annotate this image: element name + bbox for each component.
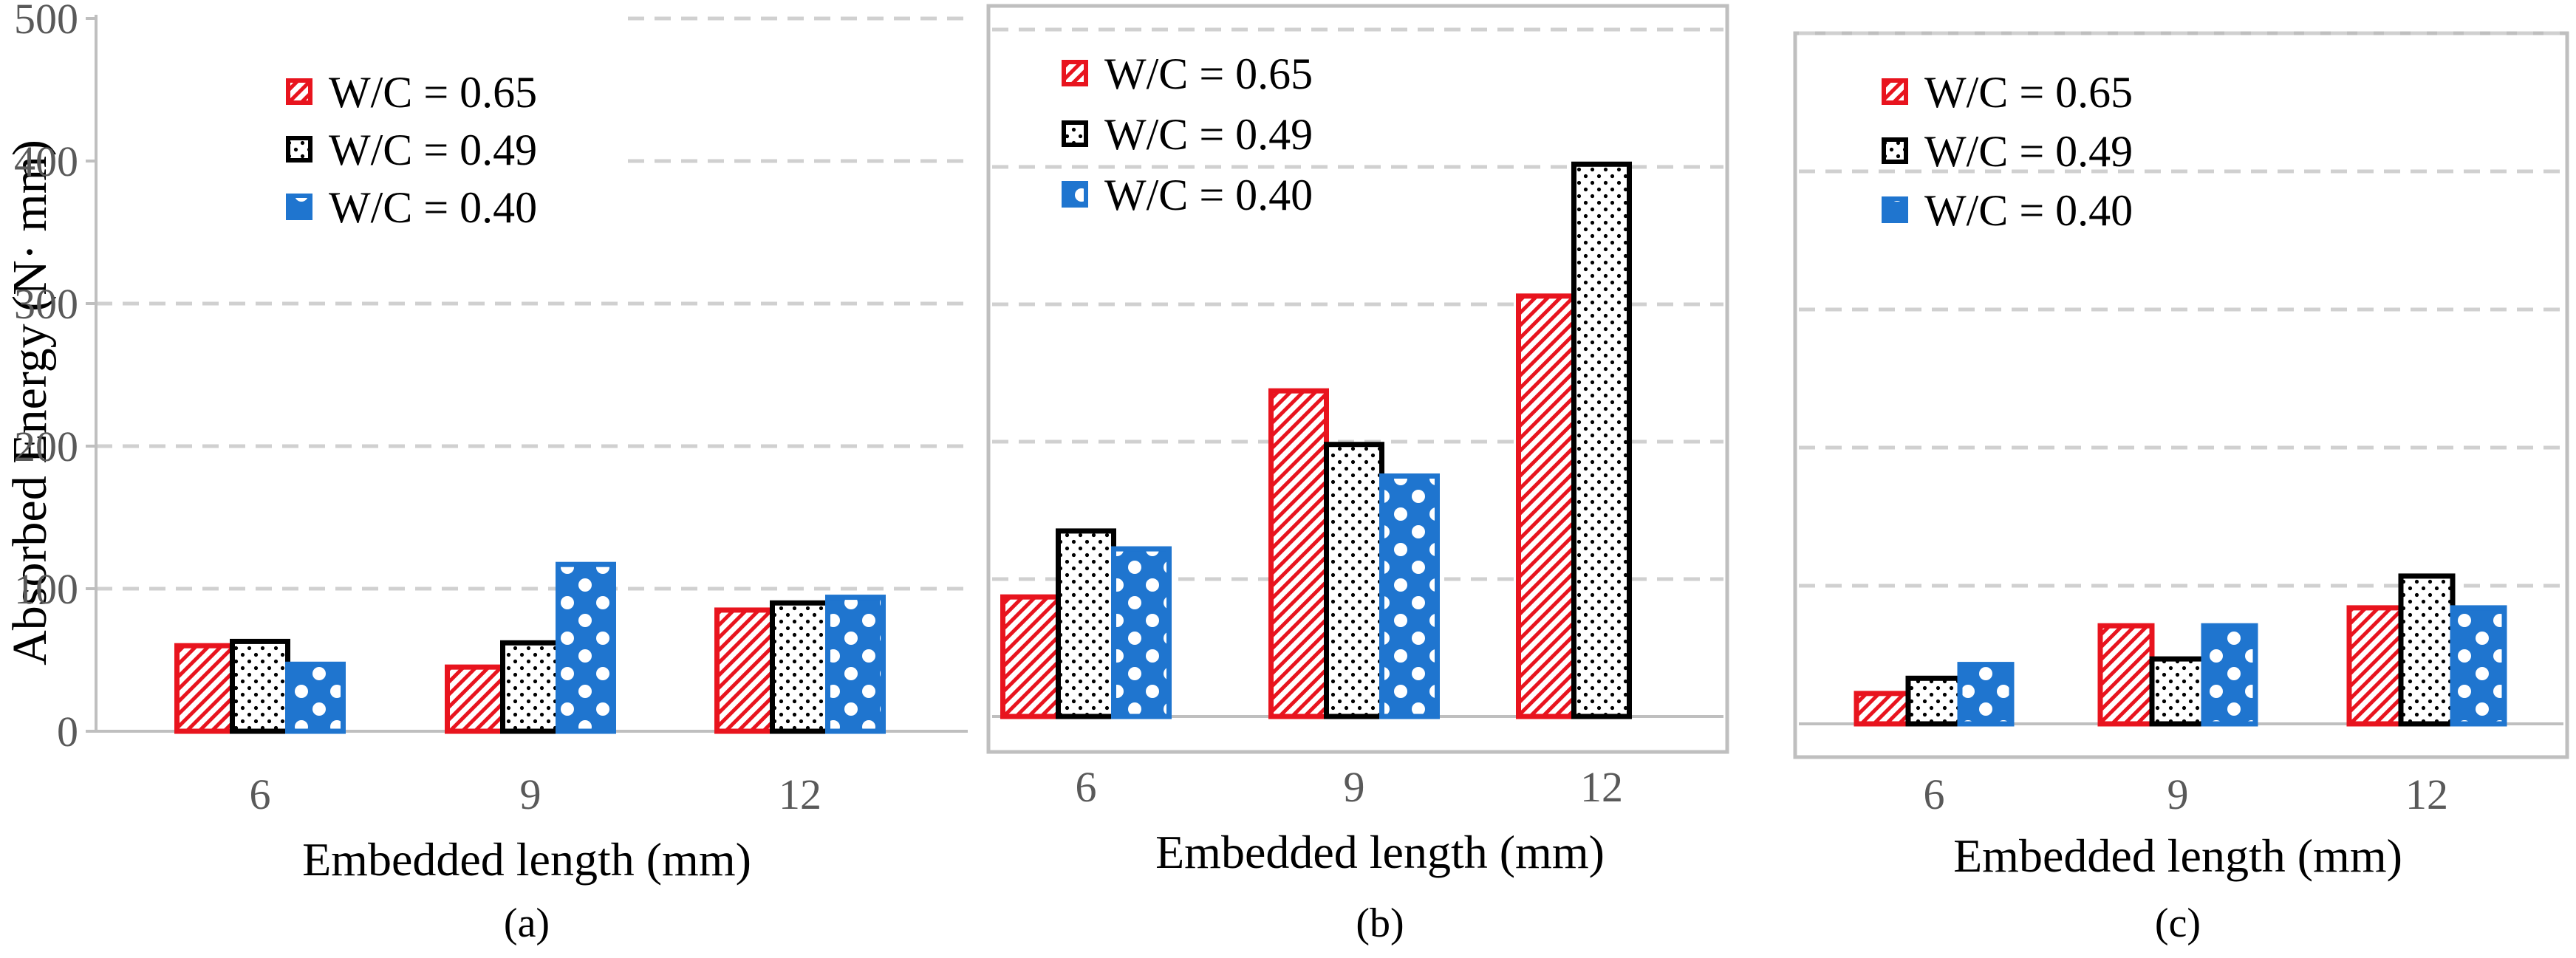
legend-swatch-1 <box>1882 137 1908 164</box>
bar-b-9-s0 <box>1268 388 1329 719</box>
bar-b-6-s2 <box>1111 546 1172 719</box>
legend-swatch-2 <box>286 194 312 220</box>
bar-b-6-s1 <box>1056 528 1116 719</box>
legend-label-0: W/C = 0.65 <box>329 68 537 117</box>
y-tick-label: 0 <box>57 708 78 756</box>
x-tick-label: 9 <box>520 770 541 818</box>
panel-b-legend: W/C = 0.65 W/C = 0.49 W/C = 0.40 <box>1062 49 1313 219</box>
y-tick-label: 400 <box>14 137 78 185</box>
x-tick-label: 12 <box>2405 770 2448 818</box>
legend-label-1: W/C = 0.49 <box>1104 110 1313 159</box>
legend-swatch-1 <box>1062 120 1088 147</box>
panel-b-caption: (b) <box>1356 900 1404 946</box>
legend-swatch-1 <box>286 136 312 162</box>
bar-c-12-s0 <box>2346 605 2404 727</box>
panel-c-legend: W/C = 0.65 W/C = 0.49 W/C = 0.40 <box>1882 68 2133 235</box>
legend-swatch-0 <box>1062 60 1088 86</box>
x-tick-label: 6 <box>250 770 271 818</box>
y-tick-label: 200 <box>14 422 78 471</box>
bar-b-9-s1 <box>1324 442 1384 719</box>
panel-b: 6 9 12 W/C = 0.65 W/C = 0.49 W/C = 0.40 Embe… <box>986 4 1729 946</box>
bar-a-12-s0 <box>714 607 775 734</box>
panel-c-bars <box>1799 573 2563 727</box>
panel-b-frame <box>986 4 1729 754</box>
bar-b-6-s0 <box>1000 594 1061 719</box>
bar-b-9-s2 <box>1379 473 1440 719</box>
bar-c-12-s2 <box>2450 605 2507 727</box>
bar-a-12-s2 <box>825 595 886 734</box>
bar-c-9-s1 <box>2149 656 2207 727</box>
panel-c-caption: (c) <box>2155 900 2201 946</box>
legend-label-2: W/C = 0.40 <box>1924 186 2133 235</box>
x-tick-label: 9 <box>1344 763 1365 811</box>
legend-swatch-0 <box>1882 78 1908 105</box>
panel-c-x-ticks: 6 9 12 <box>1924 770 2449 818</box>
x-tick-label: 6 <box>1076 763 1097 811</box>
legend-label-0: W/C = 0.65 <box>1924 68 2133 117</box>
x-tick-label: 9 <box>2167 770 2189 818</box>
x-tick-label: 6 <box>1924 770 1945 818</box>
legend-label-2: W/C = 0.40 <box>1104 171 1313 219</box>
legend-label-1: W/C = 0.49 <box>1924 127 2133 176</box>
bar-b-12-s0 <box>1516 293 1576 719</box>
panel-b-x-ticks: 6 9 12 <box>1076 763 1624 811</box>
bar-a-6-s2 <box>285 661 346 734</box>
y-tick-label: 300 <box>14 280 78 328</box>
bar-b-12-s1 <box>1571 161 1632 719</box>
y-tick-label: 100 <box>14 565 78 613</box>
y-tick-label: 500 <box>14 0 78 43</box>
panel-a-legend: W/C = 0.65 W/C = 0.49 W/C = 0.40 <box>286 68 537 232</box>
bar-c-6-s2 <box>1957 662 2015 727</box>
bar-a-6-s1 <box>230 638 290 734</box>
panel-b-bars <box>992 161 1723 719</box>
legend-label-1: W/C = 0.49 <box>329 126 537 174</box>
panel-a-x-ticks: 6 9 12 <box>250 770 822 818</box>
bar-c-6-s0 <box>1854 691 1911 727</box>
x-tick-label: 12 <box>1580 763 1623 811</box>
panel-c-gridlines <box>1799 31 2563 588</box>
bar-c-6-s1 <box>1905 675 1963 727</box>
y-axis-label: Absorbed Energy (N· mm) <box>3 140 57 666</box>
bar-c-9-s0 <box>2097 623 2155 727</box>
panel-a-gridlines <box>96 16 968 591</box>
legend-swatch-0 <box>286 78 312 105</box>
bar-c-9-s2 <box>2201 623 2258 727</box>
panel-b-x-axis-label: Embedded length (mm) <box>1155 826 1605 878</box>
panel-c: 6 9 12 W/C = 0.65 W/C = 0.49 W/C = 0.40 Embe… <box>1793 31 2569 946</box>
panel-c-x-axis-label: Embedded length (mm) <box>1953 829 2402 882</box>
legend-label-0: W/C = 0.65 <box>1104 49 1313 98</box>
bar-c-12-s1 <box>2398 573 2456 727</box>
legend-swatch-2 <box>1062 181 1088 208</box>
panel-a-y-ticks: 0 100 200 300 400 500 <box>14 0 98 756</box>
legend-label-2: W/C = 0.40 <box>329 183 537 232</box>
bar-a-12-s1 <box>770 600 830 734</box>
bar-a-9-s1 <box>500 640 561 734</box>
panel-a-bars <box>96 561 968 734</box>
panel-a-caption: (a) <box>504 900 550 946</box>
legend-swatch-2 <box>1882 196 1908 223</box>
panel-a-x-axis-label: Embedded length (mm) <box>302 833 751 886</box>
bar-a-9-s0 <box>445 664 505 734</box>
bar-a-9-s2 <box>556 561 616 734</box>
bar-a-6-s0 <box>174 643 235 734</box>
x-tick-label: 12 <box>779 770 821 818</box>
